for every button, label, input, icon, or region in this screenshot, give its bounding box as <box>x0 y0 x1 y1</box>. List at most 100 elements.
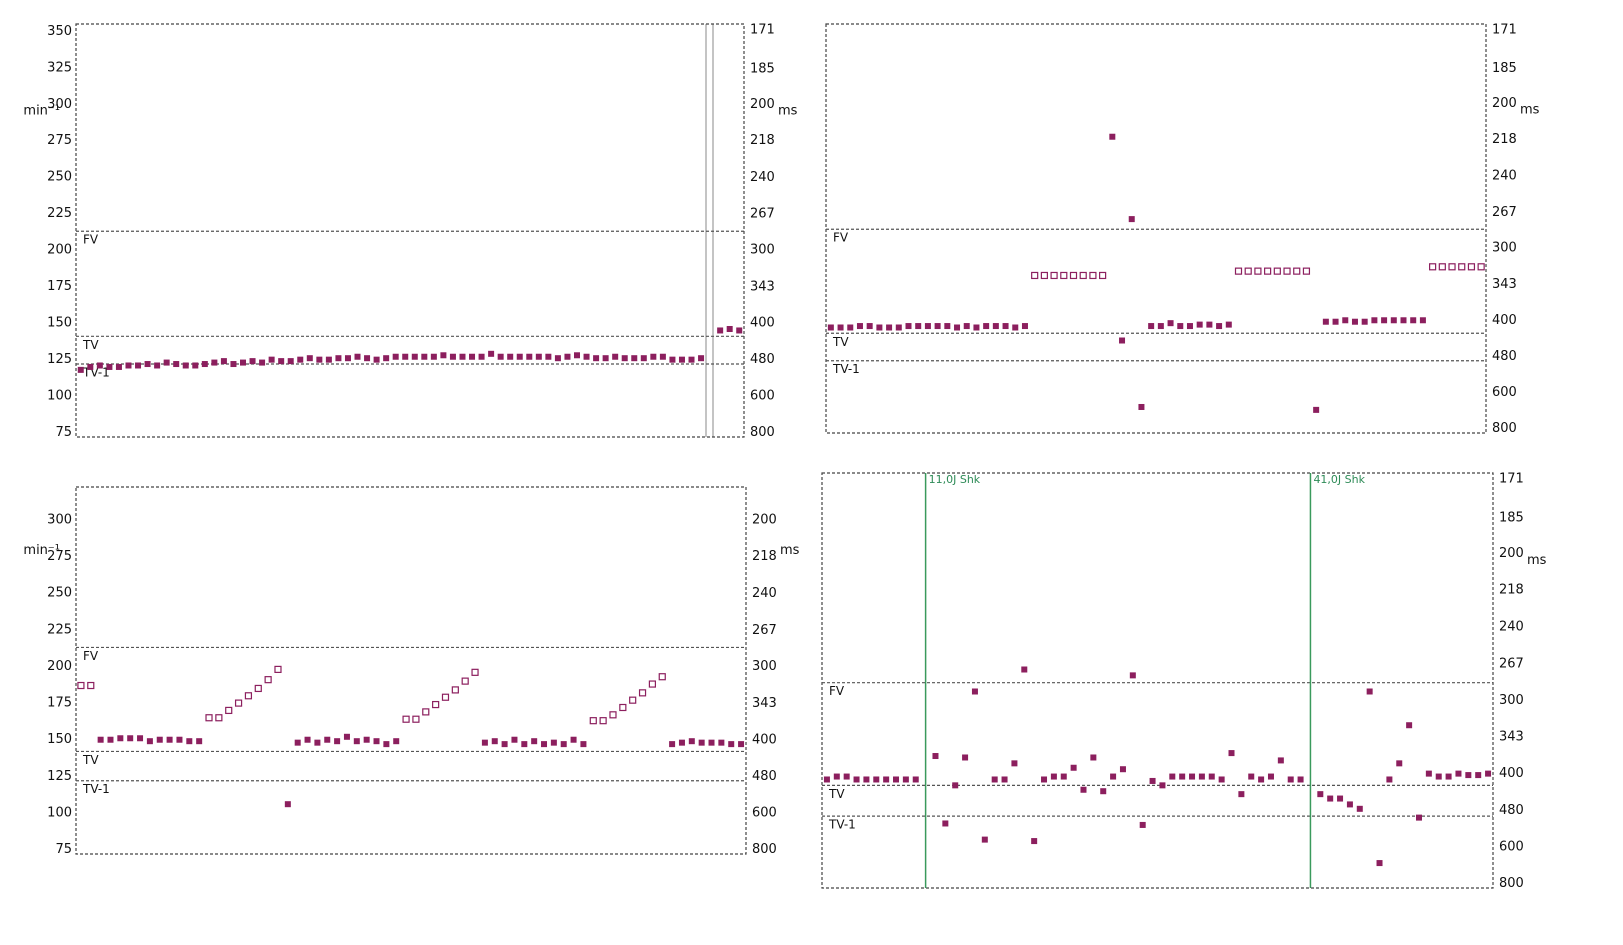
data-point <box>526 353 533 360</box>
data-point <box>873 776 880 783</box>
y-tick-label: 200 <box>47 659 72 674</box>
data-point <box>609 711 617 719</box>
y-tick-label: 150 <box>47 316 72 331</box>
data-point <box>1011 760 1018 767</box>
data-point <box>1293 267 1301 275</box>
data-point <box>325 356 332 363</box>
plot-frame <box>75 23 745 438</box>
data-point <box>545 353 552 360</box>
y2-tick-label: 800 <box>752 842 777 857</box>
data-point <box>192 362 199 369</box>
y2-tick-label: 300 <box>750 243 775 258</box>
data-point <box>678 356 685 363</box>
data-point <box>912 776 919 783</box>
data-point <box>574 352 580 359</box>
y2-tick-label: 300 <box>1492 241 1517 256</box>
data-point <box>96 362 103 369</box>
data-point <box>688 356 695 363</box>
data-point <box>278 358 285 365</box>
data-point <box>1119 766 1126 773</box>
data-point <box>1179 773 1186 780</box>
y-tick-label: 75 <box>55 842 72 857</box>
y2-tick-label: 480 <box>1492 349 1517 364</box>
data-point <box>249 358 256 365</box>
y2-axis-label: ms <box>1520 102 1540 117</box>
data-point <box>1337 795 1344 802</box>
y2-tick-label: 240 <box>1492 168 1517 183</box>
data-point <box>658 673 666 681</box>
data-point <box>1079 271 1087 280</box>
y2-tick-label: 218 <box>750 133 775 148</box>
data-point <box>1458 263 1466 271</box>
data-point <box>364 355 371 362</box>
data-point <box>1332 318 1339 325</box>
y2-tick-label: 300 <box>752 659 777 674</box>
data-point <box>1139 821 1146 828</box>
data-point <box>1228 750 1235 757</box>
data-point <box>1254 267 1262 275</box>
data-point <box>1206 321 1213 328</box>
data-point <box>580 741 587 748</box>
data-point <box>268 356 275 363</box>
data-point <box>1157 323 1164 330</box>
threshold-label: TV-1 <box>82 782 110 796</box>
threshold-label: TV <box>832 335 849 349</box>
data-point <box>497 353 504 360</box>
data-point <box>304 736 311 743</box>
data-point <box>952 782 959 789</box>
data-point <box>1283 267 1291 275</box>
y-axis-label: min⁻¹ <box>23 103 60 118</box>
data-point <box>1149 777 1156 784</box>
data-point <box>259 359 266 366</box>
y2-tick-label: 218 <box>752 549 777 564</box>
data-point <box>1208 773 1215 780</box>
data-point <box>1361 318 1368 325</box>
data-point <box>621 355 628 362</box>
data-point <box>511 736 518 743</box>
y2-tick-label: 480 <box>750 352 775 367</box>
data-point <box>531 738 538 745</box>
data-point <box>629 696 637 704</box>
data-point <box>441 693 450 701</box>
data-point <box>1138 403 1145 410</box>
data-point <box>1381 317 1388 324</box>
y2-tick-label: 267 <box>752 623 777 638</box>
data-point <box>1313 406 1320 413</box>
y-tick-label: 100 <box>47 389 72 404</box>
data-point <box>163 359 170 366</box>
y2-tick-label: 240 <box>752 586 777 601</box>
data-point <box>297 356 304 363</box>
threshold-label: TV-1 <box>828 818 856 832</box>
data-point <box>1267 773 1274 780</box>
data-point <box>669 356 676 363</box>
data-point <box>230 361 237 368</box>
data-point <box>1060 271 1068 280</box>
data-point <box>1467 263 1476 271</box>
data-point <box>991 776 998 783</box>
data-point <box>942 820 949 827</box>
data-point <box>1322 318 1329 325</box>
data-point <box>1050 773 1057 780</box>
y2-tick-label: 185 <box>1499 511 1524 526</box>
data-point <box>1001 776 1008 783</box>
data-point <box>117 735 124 742</box>
y2-tick-label: 171 <box>750 23 775 38</box>
data-point <box>895 324 902 331</box>
data-point <box>449 353 456 360</box>
data-point <box>541 741 548 748</box>
data-point <box>201 361 208 368</box>
data-point <box>1100 788 1107 795</box>
data-point <box>823 776 830 783</box>
threshold-label: FV <box>833 231 849 245</box>
data-point <box>97 736 104 743</box>
data-point <box>612 353 619 360</box>
data-point <box>459 353 466 360</box>
data-point <box>306 355 313 362</box>
y2-tick-label: 171 <box>1499 472 1524 487</box>
data-point <box>1012 324 1019 331</box>
data-point <box>334 738 341 745</box>
data-point <box>1327 795 1334 802</box>
data-point <box>902 776 909 783</box>
data-point <box>1069 271 1078 280</box>
data-point <box>963 323 970 330</box>
